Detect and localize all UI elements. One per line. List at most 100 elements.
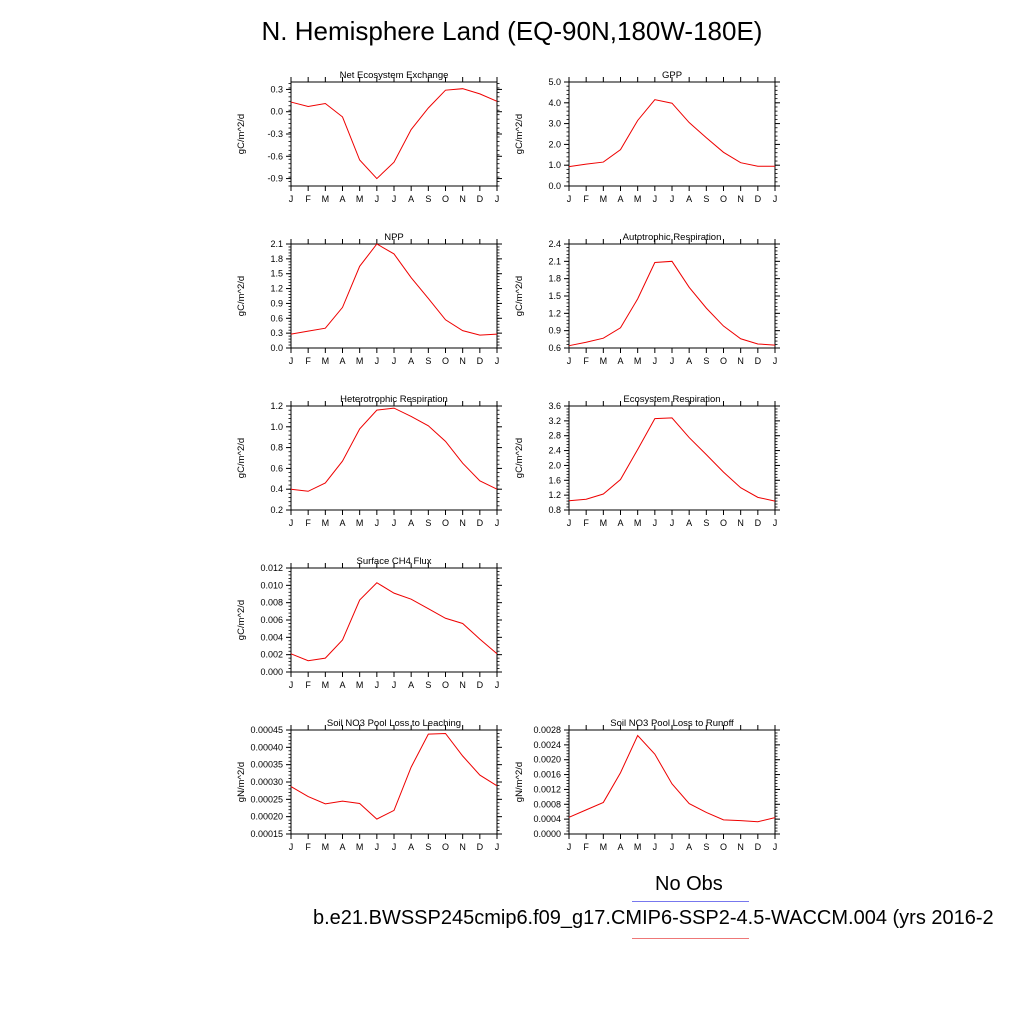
y-tick-label: 3.6 xyxy=(548,401,561,411)
x-tick-label: J xyxy=(289,194,294,204)
plot-frame xyxy=(290,81,498,187)
y-tick-label: 2.4 xyxy=(548,239,561,249)
y-tick-label: 0.00025 xyxy=(250,794,283,804)
x-tick-label: J xyxy=(567,518,572,528)
x-tick-label: J xyxy=(653,518,658,528)
x-tick-label: S xyxy=(425,356,431,366)
chart-title: Soil NO3 Pool Loss to Leaching xyxy=(327,718,461,729)
legend-model-line xyxy=(632,938,749,939)
y-axis-label: gC/m^2/d xyxy=(514,114,525,154)
x-tick-label: D xyxy=(477,356,484,366)
y-axis-label: gC/m^2/d xyxy=(514,276,525,316)
y-tick-label: 2.4 xyxy=(548,446,561,456)
x-tick-label: J xyxy=(495,194,500,204)
y-tick-label: 0.0004 xyxy=(533,814,561,824)
x-tick-label: A xyxy=(408,680,414,690)
x-tick-label: D xyxy=(477,194,484,204)
x-tick-label: S xyxy=(703,842,709,852)
y-tick-label: 0.4 xyxy=(270,484,283,494)
plot-frame xyxy=(568,243,776,349)
y-tick-label: 0.9 xyxy=(548,326,561,336)
x-tick-label: J xyxy=(392,356,397,366)
chart-title: NPP xyxy=(384,232,404,243)
plot-frame xyxy=(568,729,776,835)
y-tick-label: 1.2 xyxy=(548,308,561,318)
x-tick-label: J xyxy=(392,194,397,204)
y-tick-label: 0.0 xyxy=(548,181,561,191)
y-tick-label: 0.0020 xyxy=(533,755,561,765)
y-tick-label: 5.0 xyxy=(548,77,561,87)
x-tick-label: N xyxy=(737,518,744,528)
y-tick-label: 0.9 xyxy=(270,298,283,308)
x-tick-label: F xyxy=(583,518,589,528)
y-tick-label: 0.002 xyxy=(260,650,283,660)
x-tick-label: J xyxy=(392,680,397,690)
x-tick-label: O xyxy=(720,194,727,204)
x-tick-label: M xyxy=(356,194,364,204)
x-tick-label: M xyxy=(356,842,364,852)
y-tick-label: 0.8 xyxy=(270,443,283,453)
y-tick-label: 0.00035 xyxy=(250,760,283,770)
series-line xyxy=(290,88,498,180)
x-tick-label: M xyxy=(600,842,608,852)
series-line xyxy=(568,260,776,347)
x-tick-label: M xyxy=(322,680,330,690)
x-tick-label: S xyxy=(703,518,709,528)
y-tick-label: 2.0 xyxy=(548,139,561,149)
x-tick-label: J xyxy=(567,194,572,204)
x-tick-label: J xyxy=(670,518,675,528)
x-tick-label: A xyxy=(617,518,623,528)
y-tick-label: 1.2 xyxy=(270,284,283,294)
x-tick-label: S xyxy=(425,194,431,204)
y-axis-label: gC/m^2/d xyxy=(236,600,247,640)
y-axis-label: gC/m^2/d xyxy=(236,276,247,316)
x-tick-label: A xyxy=(339,356,345,366)
series-line xyxy=(568,417,776,502)
x-tick-label: J xyxy=(773,356,778,366)
y-tick-label: 0.3 xyxy=(270,84,283,94)
x-tick-label: M xyxy=(356,680,364,690)
x-tick-label: D xyxy=(755,842,762,852)
y-tick-label: 0.000 xyxy=(260,667,283,677)
x-tick-label: J xyxy=(289,680,294,690)
y-tick-label: 0.0 xyxy=(270,343,283,353)
x-tick-label: J xyxy=(670,842,675,852)
y-tick-label: 4.0 xyxy=(548,98,561,108)
x-tick-label: J xyxy=(773,842,778,852)
x-tick-label: A xyxy=(339,518,345,528)
y-tick-label: 0.006 xyxy=(260,615,283,625)
y-axis-label: gN/m^2/d xyxy=(236,762,247,802)
y-tick-label: 0.00030 xyxy=(250,777,283,787)
series-line xyxy=(290,732,498,820)
legend-obs-label: No Obs xyxy=(655,873,723,895)
x-tick-label: A xyxy=(339,842,345,852)
x-tick-label: D xyxy=(755,356,762,366)
x-tick-label: J xyxy=(289,842,294,852)
chart-title: GPP xyxy=(662,70,682,81)
y-tick-label: 0.008 xyxy=(260,598,283,608)
x-tick-label: A xyxy=(686,842,692,852)
x-tick-label: N xyxy=(459,194,466,204)
x-tick-label: J xyxy=(773,518,778,528)
y-tick-label: 0.004 xyxy=(260,632,283,642)
x-tick-label: S xyxy=(425,518,431,528)
x-tick-label: J xyxy=(495,518,500,528)
y-tick-label: -0.3 xyxy=(267,129,283,139)
series-line xyxy=(568,734,776,823)
x-tick-label: M xyxy=(356,356,364,366)
x-tick-label: J xyxy=(392,842,397,852)
x-tick-label: F xyxy=(305,518,311,528)
x-tick-label: M xyxy=(356,518,364,528)
y-tick-label: 3.2 xyxy=(548,416,561,426)
y-axis-label: gC/m^2/d xyxy=(236,114,247,154)
x-tick-label: M xyxy=(634,356,642,366)
y-tick-label: 0.0000 xyxy=(533,829,561,839)
y-tick-label: 0.6 xyxy=(270,463,283,473)
y-tick-label: 1.0 xyxy=(548,160,561,170)
x-tick-label: N xyxy=(737,194,744,204)
x-tick-label: O xyxy=(720,842,727,852)
x-tick-label: M xyxy=(600,194,608,204)
plot-frame xyxy=(290,405,498,511)
